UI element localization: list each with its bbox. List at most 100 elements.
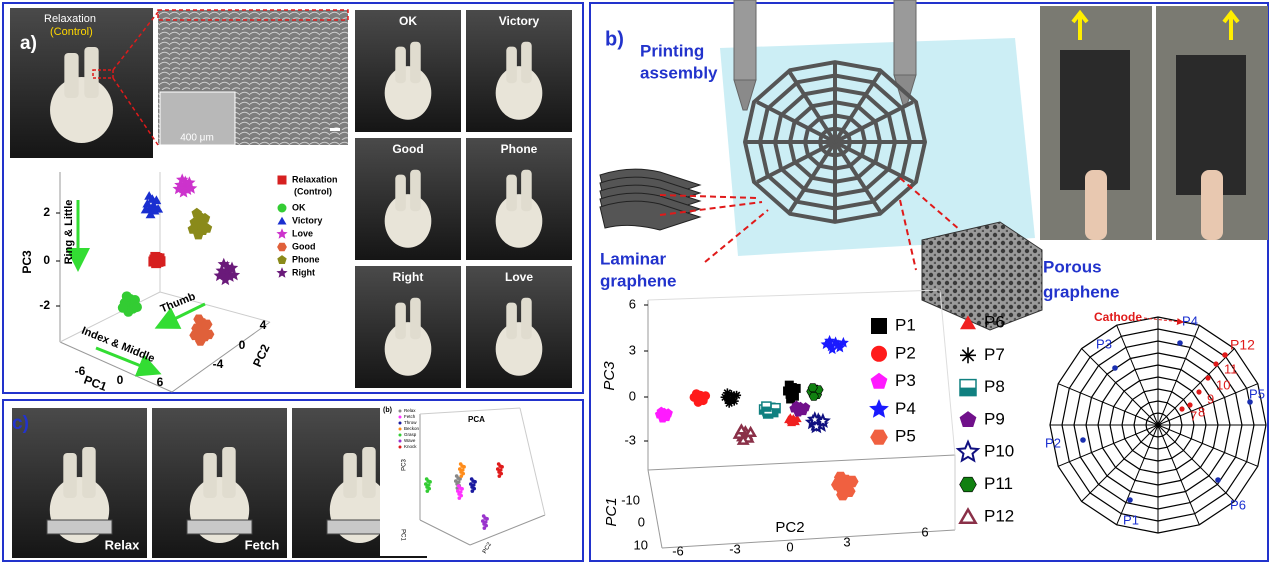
cluster-point: [456, 484, 461, 488]
cluster-point: [151, 195, 162, 205]
legend-marker: [871, 345, 887, 362]
tick-label: 0: [629, 388, 636, 403]
cluster-point: [787, 418, 797, 427]
legend-label: P11: [984, 474, 1013, 493]
cluster-point: [482, 526, 487, 530]
photo-finger: [82, 447, 96, 498]
tick-label: 0: [117, 373, 124, 387]
photo-finger: [410, 297, 421, 340]
sem-scale: [330, 128, 340, 131]
cluster-point: [423, 482, 428, 486]
cluster-point: [732, 390, 742, 400]
axis-line: [171, 321, 271, 393]
cluster-point: [830, 336, 842, 347]
section-title: Laminar: [600, 249, 667, 268]
electrode-dot: [1215, 477, 1221, 483]
photo-caption: Relax: [105, 537, 140, 552]
legend-marker: [870, 429, 888, 445]
legend-label: Good: [292, 241, 316, 251]
nozzle: [893, 0, 917, 76]
web-ring: [742, 60, 928, 224]
web-ring: [787, 100, 883, 184]
tick-label: -10: [621, 492, 640, 507]
axis-label: PC2: [482, 541, 493, 555]
legend-label: P7: [984, 345, 1005, 364]
cluster-point: [454, 474, 459, 478]
cluster-point: [783, 386, 793, 396]
web-spoke: [1116, 424, 1159, 525]
photo-hand: [50, 77, 113, 143]
axis-line: [899, 177, 961, 231]
inset-title: PCA: [468, 415, 485, 424]
photo-caption: Phone: [501, 142, 538, 156]
cluster-point: [453, 479, 458, 483]
cluster-point: [172, 182, 185, 195]
cluster-point: [792, 414, 802, 423]
legend-marker: [276, 228, 288, 239]
cluster-point: [784, 380, 794, 390]
photo-hand: [384, 194, 432, 248]
cluster-point: [131, 302, 142, 313]
legend-label: Knock: [404, 444, 417, 449]
legend-label: Beckon: [404, 426, 420, 431]
web-ring: [1097, 364, 1219, 486]
legend-marker: [398, 409, 402, 413]
tick-label: 0: [43, 253, 50, 267]
photo-hand: [495, 194, 543, 248]
axis-label: PC1: [603, 497, 620, 526]
photo-finger: [84, 47, 99, 98]
web-spoke: [1157, 424, 1235, 502]
legend-marker: [277, 216, 287, 225]
legend-label: Victory: [292, 215, 322, 225]
cluster-point: [791, 400, 802, 410]
legend-label: P4: [895, 399, 916, 418]
electrode-dot: [1196, 389, 1202, 395]
cluster-point: [468, 482, 473, 486]
channel-label: P1: [1123, 512, 1139, 527]
web-spoke: [1081, 348, 1159, 426]
axis-line: [112, 11, 159, 71]
cathode-label: Cathode: [1094, 310, 1142, 324]
cluster-point: [219, 273, 232, 286]
photo-finger: [506, 174, 517, 212]
legend-marker: [870, 372, 888, 389]
axis-line: [59, 341, 173, 393]
cluster-point: [142, 198, 153, 208]
photo-finger: [521, 297, 532, 340]
legend-marker: [277, 203, 287, 213]
axis-line: [899, 199, 917, 271]
legend-marker: [276, 267, 288, 278]
cluster-point: [227, 268, 241, 281]
legend-label: P3: [895, 371, 916, 390]
photo-finger: [64, 53, 79, 98]
cluster-point: [117, 302, 128, 313]
legend-label: P8: [984, 377, 1005, 396]
photo-title: Relaxation: [44, 13, 96, 25]
web-ring: [1085, 352, 1231, 498]
cluster-point: [191, 207, 202, 218]
zoom-outline: [157, 9, 349, 21]
axis-line: [154, 302, 206, 329]
legend-label: Throw: [404, 420, 417, 425]
cluster-point: [693, 397, 703, 407]
cluster-point: [791, 383, 801, 393]
panel-label: b): [605, 28, 624, 50]
web-spoke: [1157, 348, 1235, 426]
electrode-dot: [1177, 340, 1183, 346]
axis-label: PC2: [250, 342, 273, 369]
legend-label: Relax: [404, 408, 416, 413]
legend-note: (Control): [294, 186, 332, 196]
section-title: graphene: [600, 271, 677, 290]
channel-label: P12: [1230, 337, 1255, 353]
channel-label: P6: [1230, 497, 1246, 512]
axis-line: [659, 194, 757, 199]
cluster-point: [424, 477, 429, 481]
cluster-point: [177, 185, 190, 198]
legend-label: P12: [984, 506, 1014, 525]
electrode-dot: [1205, 375, 1211, 381]
cluster-point: [199, 212, 211, 223]
electrode-dot: [1179, 406, 1185, 412]
photo-finger: [506, 302, 517, 340]
cluster-point: [455, 489, 460, 493]
cluster-point: [691, 389, 701, 399]
